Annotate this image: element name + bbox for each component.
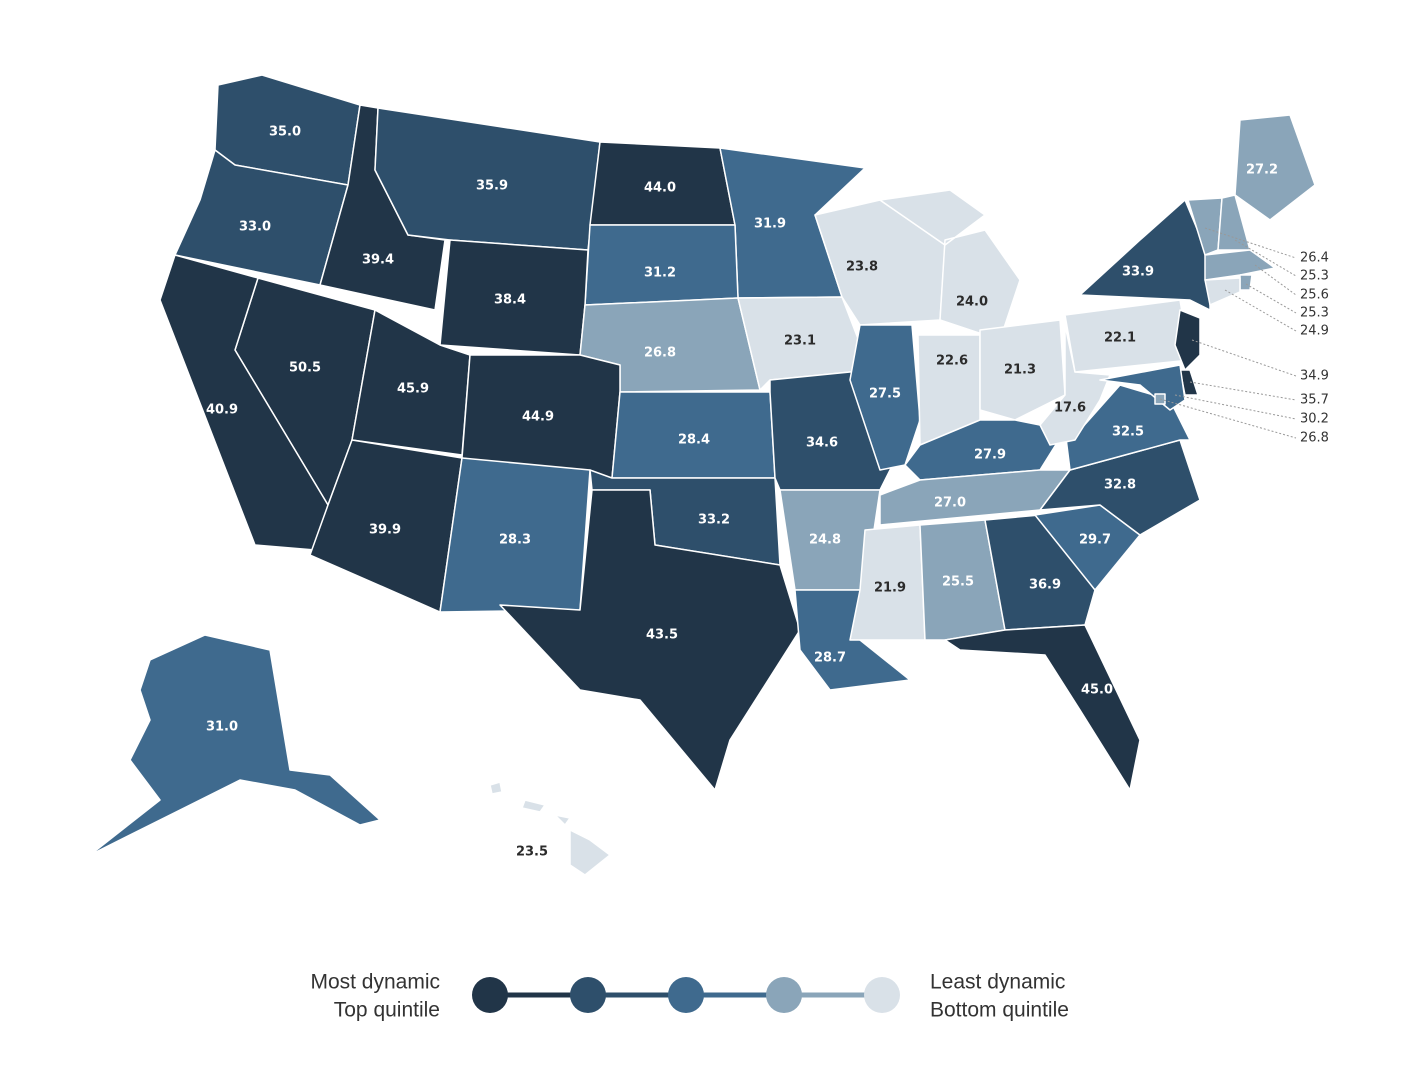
value-label: 22.6 bbox=[936, 354, 968, 369]
legend-left-2: Top quintile bbox=[334, 999, 440, 1022]
value-label: 28.7 bbox=[814, 651, 846, 666]
legend-right-2: Bottom quintile bbox=[930, 999, 1069, 1022]
state bbox=[499, 489, 801, 791]
state bbox=[1204, 277, 1241, 306]
value-label: 45.0 bbox=[1081, 683, 1113, 698]
value-label: 23.5 bbox=[516, 845, 548, 860]
value-label: 43.5 bbox=[646, 628, 678, 643]
value-label: 27.2 bbox=[1246, 163, 1278, 178]
value-label: 25.6 bbox=[1300, 288, 1329, 303]
leader-line bbox=[1254, 264, 1297, 296]
value-label: 29.7 bbox=[1079, 533, 1111, 548]
value-label: 34.9 bbox=[1300, 369, 1329, 384]
value-label: 26.8 bbox=[644, 346, 676, 361]
legend-left-1: Most dynamic bbox=[310, 971, 440, 994]
legend-swatch bbox=[472, 977, 508, 1013]
leader-line bbox=[1174, 394, 1297, 420]
legend: Most dynamic Top quintile Least dynamic … bbox=[310, 971, 1068, 1022]
legend-swatch bbox=[766, 977, 802, 1013]
value-label: 22.1 bbox=[1104, 331, 1136, 346]
state bbox=[1039, 324, 1111, 446]
value-label: 44.9 bbox=[522, 410, 554, 425]
value-label: 38.4 bbox=[494, 293, 526, 308]
value-label: 26.4 bbox=[1300, 251, 1329, 266]
states bbox=[89, 74, 1316, 876]
value-label: 35.0 bbox=[269, 125, 301, 140]
value-label: 40.9 bbox=[206, 403, 238, 418]
value-label: 27.0 bbox=[934, 496, 966, 511]
value-label: 45.9 bbox=[397, 382, 429, 397]
value-label: 30.2 bbox=[1300, 412, 1329, 427]
value-label: 28.4 bbox=[678, 433, 710, 448]
value-label: 33.2 bbox=[698, 513, 730, 528]
state bbox=[309, 439, 463, 613]
value-label: 24.0 bbox=[956, 295, 988, 310]
value-label: 32.5 bbox=[1112, 425, 1144, 440]
state bbox=[1079, 199, 1211, 311]
labels: 35.0 33.0 39.4 35.9 44.0 31.9 31.2 38.4 26.8 23.1… bbox=[206, 125, 1329, 860]
value-label: 27.9 bbox=[974, 448, 1006, 463]
value-label: 35.7 bbox=[1300, 393, 1329, 408]
value-label: 21.9 bbox=[874, 581, 906, 596]
value-label: 44.0 bbox=[644, 181, 676, 196]
leader-line bbox=[1245, 283, 1297, 314]
value-label: 31.0 bbox=[206, 720, 238, 735]
state bbox=[849, 524, 926, 641]
value-label: 31.9 bbox=[754, 217, 786, 232]
legend-swatch bbox=[864, 977, 900, 1013]
value-label: 27.5 bbox=[869, 387, 901, 402]
leader-line bbox=[1224, 289, 1297, 332]
leader-line bbox=[1189, 381, 1297, 401]
leader-line bbox=[1159, 398, 1297, 439]
value-label: 33.0 bbox=[239, 220, 271, 235]
state bbox=[1174, 309, 1201, 371]
value-label: 21.3 bbox=[1004, 363, 1036, 378]
state bbox=[89, 634, 381, 856]
state bbox=[1217, 194, 1251, 251]
value-label: 39.4 bbox=[362, 253, 394, 268]
value-label: 25.5 bbox=[942, 575, 974, 590]
value-label: 34.6 bbox=[806, 436, 838, 451]
state bbox=[984, 514, 1096, 631]
value-label: 35.9 bbox=[476, 179, 508, 194]
value-label: 23.1 bbox=[784, 334, 816, 349]
value-label: 32.8 bbox=[1104, 478, 1136, 493]
value-label: 28.3 bbox=[499, 533, 531, 548]
value-label: 25.3 bbox=[1300, 306, 1329, 321]
value-label: 31.2 bbox=[644, 266, 676, 281]
legend-swatch bbox=[570, 977, 606, 1013]
value-label: 24.8 bbox=[809, 533, 841, 548]
state bbox=[1234, 114, 1316, 221]
value-label: 36.9 bbox=[1029, 578, 1061, 593]
state bbox=[1239, 274, 1253, 291]
value-label: 33.9 bbox=[1122, 265, 1154, 280]
legend-right-1: Least dynamic bbox=[930, 971, 1065, 994]
value-label: 50.5 bbox=[289, 361, 321, 376]
value-label: 23.8 bbox=[846, 260, 878, 275]
state bbox=[489, 781, 611, 876]
state bbox=[979, 319, 1066, 421]
state bbox=[1204, 249, 1276, 281]
leader-line bbox=[1191, 339, 1297, 377]
value-label: 17.6 bbox=[1054, 401, 1086, 416]
state bbox=[944, 624, 1141, 791]
legend-swatch bbox=[668, 977, 704, 1013]
value-label: 39.9 bbox=[369, 523, 401, 538]
value-label: 25.3 bbox=[1300, 269, 1329, 284]
value-label: 26.8 bbox=[1300, 431, 1329, 446]
value-label: 24.9 bbox=[1300, 324, 1329, 339]
